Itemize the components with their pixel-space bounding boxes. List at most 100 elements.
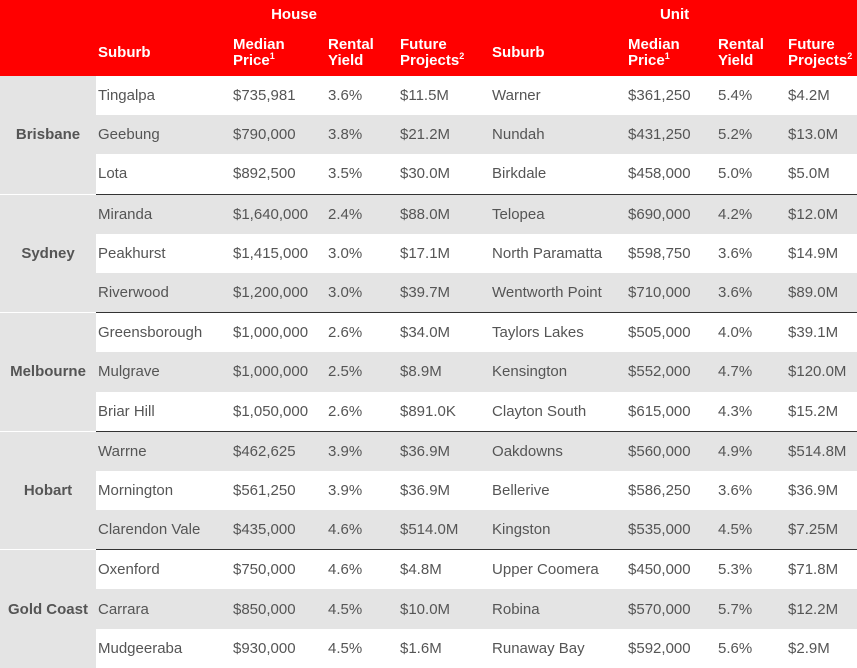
house-median-price: $1,415,000: [233, 244, 309, 262]
unit-future-projects: $12.2M: [786, 589, 857, 629]
unit-suburb: Wentworth Point: [490, 272, 627, 313]
table-row: Gold Coast Oxenford $750,000 4.6% $4.8M …: [0, 549, 857, 668]
unit-future-projects: $12.0M: [786, 193, 857, 234]
city-label-brisbane: Brisbane: [0, 76, 96, 195]
house-rental-yield: 3.5%: [328, 165, 363, 183]
house-rental-yield: 2.6%: [328, 402, 363, 420]
header-house-suburb: Suburb: [96, 29, 231, 76]
unit-median-price: $598,750: [628, 244, 691, 262]
unit-future-projects: $14.9M: [788, 244, 839, 262]
unit-suburb: Kensington: [490, 352, 627, 392]
house-future-projects: $514.0M: [398, 510, 491, 550]
house-median-price: $750,000: [231, 549, 326, 590]
unit-suburb: Birkdale: [492, 165, 547, 183]
house-median-price: $1,200,000: [231, 272, 326, 313]
unit-median-price: $586,250: [628, 481, 691, 499]
unit-future-projects: $15.2M: [788, 402, 839, 420]
table-row: Sydney Miranda $1,640,000 2.4% $88.0M Te…: [0, 193, 857, 313]
unit-median-price: $615,000: [628, 402, 691, 420]
house-rental-yield: 3.9%: [328, 481, 363, 499]
house-rental-yield: 2.5%: [326, 352, 398, 392]
city-label-sydney: Sydney: [0, 193, 96, 313]
house-median-price: $435,000: [231, 510, 326, 550]
unit-rental-yield: 4.3%: [718, 402, 753, 420]
header-house-future-projects: Future Projects2: [398, 29, 491, 76]
header-unit-future-projects: Future Projects2: [786, 29, 857, 76]
house-suburb: Mornington: [98, 481, 174, 499]
unit-future-projects: $36.9M: [788, 481, 839, 499]
unit-rental-yield: 3.6%: [718, 244, 753, 262]
house-median-price: $892,500: [233, 165, 296, 183]
house-future-projects: $10.0M: [398, 589, 491, 629]
unit-rental-yield: 4.5%: [716, 510, 787, 550]
unit-suburb: Kingston: [490, 510, 627, 550]
house-future-projects: $11.5M: [400, 87, 449, 105]
unit-suburb: Runaway Bay: [492, 639, 585, 657]
unit-rental-yield: 4.0%: [716, 312, 787, 353]
house-rental-yield: 4.5%: [326, 589, 398, 629]
unit-suburb: Upper Coomera: [490, 549, 627, 590]
city-label-melbourne: Melbourne: [0, 312, 96, 432]
table-row: Peakhurst $1,415,000 3.0% $17.1M North P…: [0, 234, 857, 273]
house-suburb: Greensborough: [96, 312, 231, 353]
house-rental-yield: 3.9%: [326, 430, 398, 471]
house-median-price: $1,640,000: [231, 193, 326, 234]
house-suburb: Warrne: [96, 430, 231, 471]
house-suburb: Clarendon Vale: [96, 510, 231, 550]
unit-future-projects: $514.8M: [786, 430, 857, 471]
header-house-median-price: Median Price1: [231, 29, 326, 76]
header-empty-city: [0, 0, 96, 29]
header-unit-rental-yield: Rental Yield: [716, 29, 787, 76]
table-row: Mulgrave $1,000,000 2.5% $8.9M Kensingto…: [0, 352, 857, 392]
house-future-projects: $34.0M: [398, 312, 491, 353]
table-row: Briar Hill $1,050,000 2.6% $891.0K Clayt…: [0, 392, 857, 432]
unit-suburb: Oakdowns: [490, 430, 627, 471]
house-rental-yield: 3.8%: [326, 115, 398, 155]
unit-rental-yield: 5.4%: [718, 87, 753, 105]
house-median-price: $561,250: [233, 481, 296, 499]
unit-rental-yield: 3.6%: [718, 481, 753, 499]
header-house: House: [96, 0, 491, 29]
house-median-price: $1,050,000: [233, 402, 309, 420]
unit-suburb: Warner: [492, 87, 541, 105]
unit-median-price: $592,000: [628, 639, 691, 657]
house-median-price: $930,000: [233, 639, 296, 657]
house-median-price: $735,981: [233, 87, 296, 105]
house-median-price: $790,000: [231, 115, 326, 155]
unit-future-projects: $89.0M: [786, 272, 857, 313]
unit-future-projects: $5.0M: [788, 165, 830, 183]
unit-future-projects: $2.9M: [788, 639, 830, 657]
table-row: Carrara $850,000 4.5% $10.0M Robina $570…: [0, 589, 857, 629]
house-suburb: Briar Hill: [98, 402, 155, 420]
house-future-projects: $21.2M: [398, 115, 491, 155]
unit-rental-yield: 5.3%: [716, 549, 787, 590]
unit-future-projects: $120.0M: [786, 352, 857, 392]
header-house-rental-yield: Rental Yield: [326, 29, 398, 76]
house-suburb: Tingalpa: [98, 87, 155, 105]
unit-suburb: Nundah: [490, 115, 627, 155]
unit-suburb: North Paramatta: [492, 244, 603, 262]
unit-suburb: Taylors Lakes: [490, 312, 627, 353]
unit-suburb: Clayton South: [492, 402, 587, 420]
unit-future-projects: $39.1M: [786, 312, 857, 353]
city-label-gold-coast: Gold Coast: [0, 549, 96, 668]
house-future-projects: $36.9M: [400, 481, 451, 499]
unit-median-price: $535,000: [626, 510, 717, 550]
house-future-projects: $17.1M: [400, 244, 451, 262]
unit-median-price: $431,250: [626, 115, 717, 155]
unit-median-price: $505,000: [626, 312, 717, 353]
table-row: Brisbane Tingalpa $735,981 3.6% $11.5M W…: [0, 76, 857, 195]
house-future-projects: $8.9M: [398, 352, 491, 392]
unit-median-price: $570,000: [626, 589, 717, 629]
unit-rental-yield: 5.0%: [718, 165, 753, 183]
house-suburb: Geebung: [96, 115, 231, 155]
unit-median-price: $690,000: [626, 193, 717, 234]
house-suburb: Lota: [98, 165, 128, 183]
unit-median-price: $450,000: [626, 549, 717, 590]
house-rental-yield: 4.6%: [326, 510, 398, 550]
unit-future-projects: $7.25M: [786, 510, 857, 550]
table-row: Clarendon Vale $435,000 4.6% $514.0M Kin…: [0, 510, 857, 550]
house-future-projects: $36.9M: [398, 430, 491, 471]
unit-rental-yield: 4.7%: [716, 352, 787, 392]
